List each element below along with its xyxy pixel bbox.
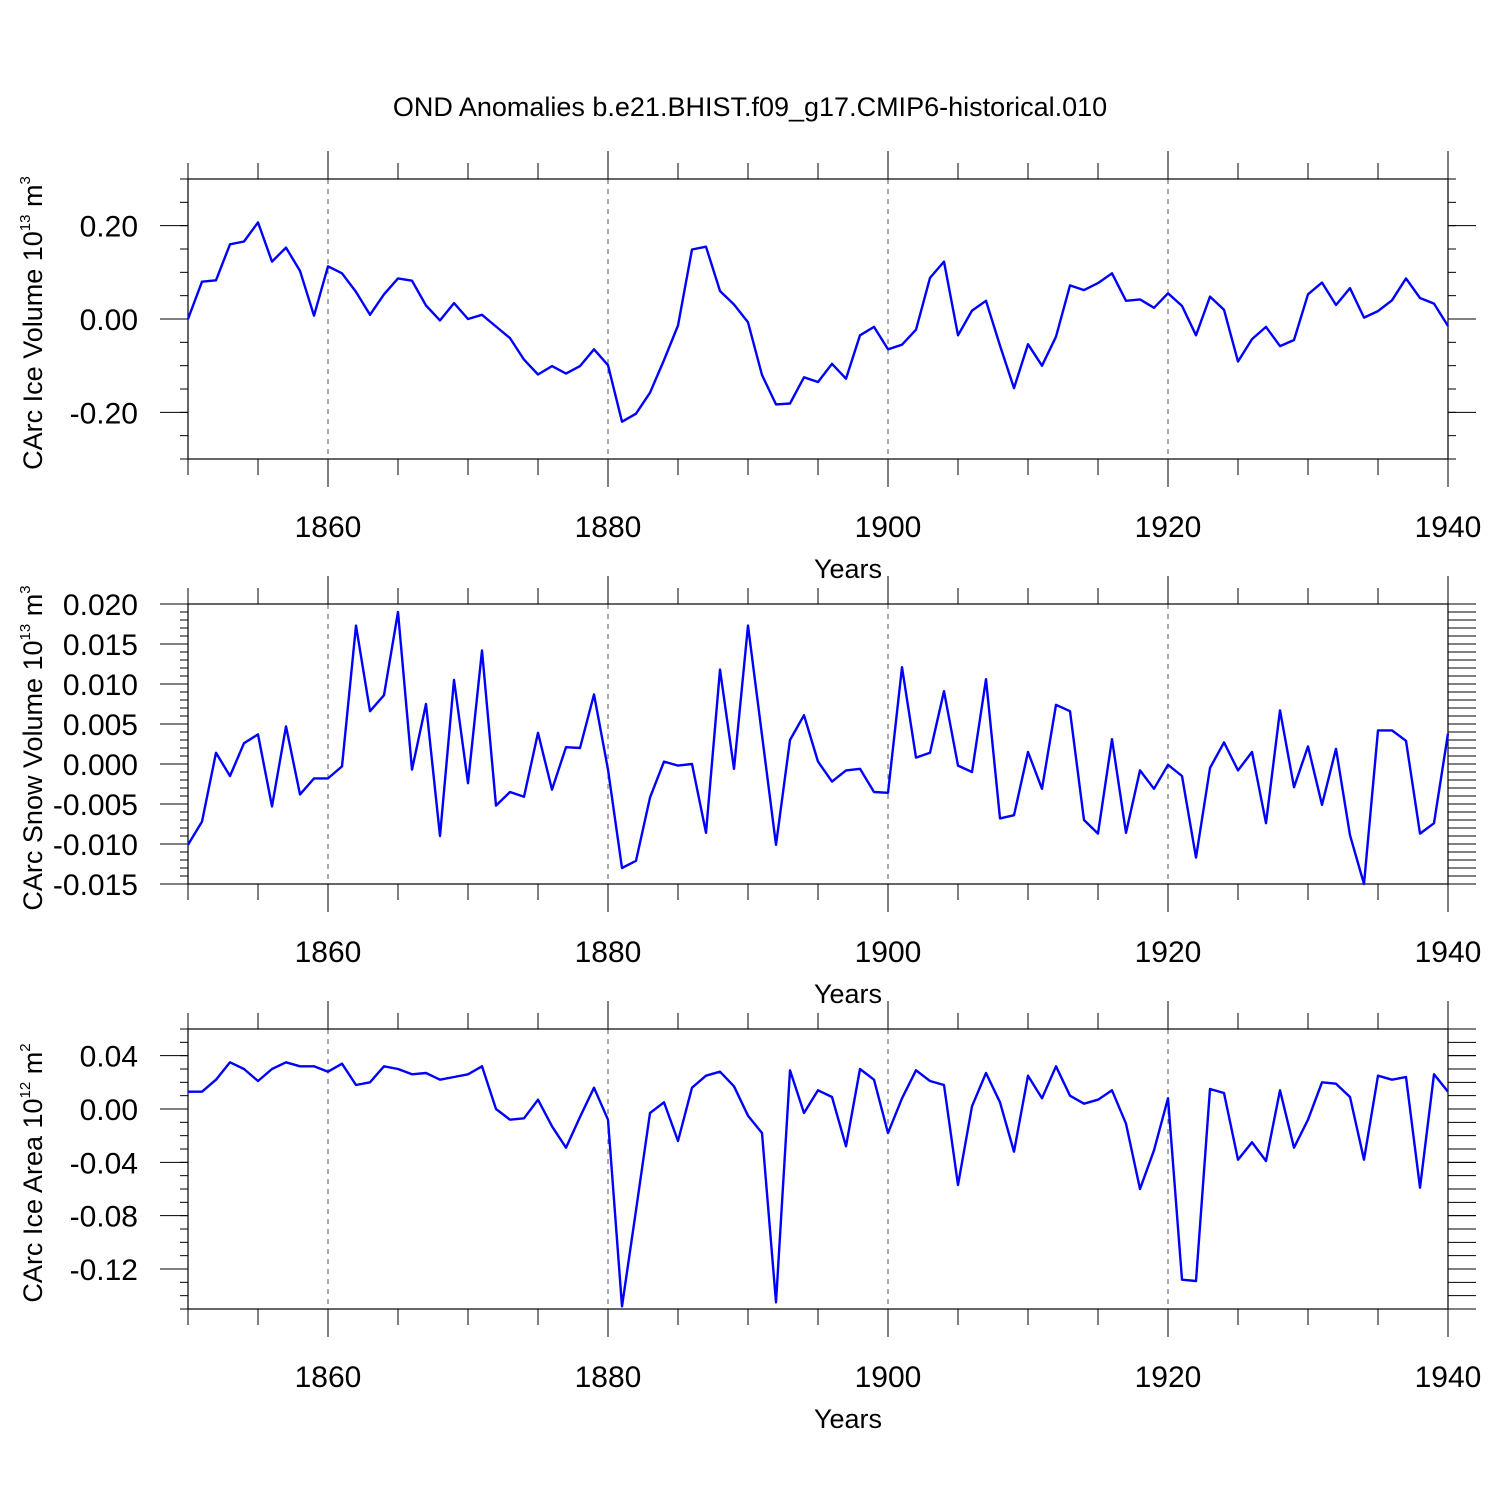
series-line-ice-volume bbox=[186, 221, 1450, 423]
y-tick-label: 0.00 bbox=[80, 1094, 138, 1127]
x-tick-label: 1860 bbox=[295, 936, 362, 969]
y-tick-label: 0.015 bbox=[63, 629, 138, 662]
y-tick-label: -0.08 bbox=[70, 1201, 138, 1234]
x-tick-label: 1900 bbox=[855, 511, 922, 544]
x-tick-label: 1900 bbox=[855, 1361, 922, 1394]
y-tick-label: -0.010 bbox=[53, 829, 138, 862]
x-tick-label: 1900 bbox=[855, 936, 922, 969]
x-tick-label: 1940 bbox=[1415, 1361, 1482, 1394]
x-tick-label: 1940 bbox=[1415, 936, 1482, 969]
panels: -0.20 0.00 0.20 1860 1880 1900 1920 1940 Years CA… bbox=[17, 151, 1481, 1434]
y-tick-label: 0.20 bbox=[80, 211, 138, 244]
y-axis-label: CArc Ice Area 1012 m2 bbox=[17, 1043, 48, 1302]
x-tick-label: 1940 bbox=[1415, 511, 1482, 544]
y-tick-label: -0.04 bbox=[70, 1147, 138, 1180]
x-tick-label: 1920 bbox=[1135, 936, 1202, 969]
y-tick-label: 0.04 bbox=[80, 1041, 138, 1074]
panel-ice-volume: -0.20 0.00 0.20 1860 1880 1900 1920 1940 Years CA… bbox=[17, 151, 1481, 584]
y-tick-label: -0.20 bbox=[70, 397, 138, 430]
x-tick-label: 1920 bbox=[1135, 1361, 1202, 1394]
series-line-snow-volume bbox=[186, 610, 1450, 886]
series-line-ice-area bbox=[188, 1061, 1449, 1308]
y-tick-label: 0.005 bbox=[63, 709, 138, 742]
x-tick-label: 1880 bbox=[575, 1361, 642, 1394]
plot-frame bbox=[187, 603, 1449, 885]
chart-title: OND Anomalies b.e21.BHIST.f09_g17.CMIP6-… bbox=[393, 92, 1107, 122]
x-axis-label: Years bbox=[814, 1404, 882, 1434]
y-tick-label: 0.010 bbox=[63, 669, 138, 702]
x-tick-label: 1860 bbox=[295, 1361, 362, 1394]
x-tick-label: 1860 bbox=[295, 511, 362, 544]
x-tick-label: 1920 bbox=[1135, 511, 1202, 544]
y-axis-label: CArc Snow Volume 1013 m3 bbox=[17, 585, 48, 910]
y-tick-label: 0.000 bbox=[63, 749, 138, 782]
x-tick-label: 1880 bbox=[575, 511, 642, 544]
y-tick-label: 0.020 bbox=[63, 589, 138, 622]
y-tick-label: 0.00 bbox=[80, 304, 138, 337]
y-tick-label: -0.015 bbox=[53, 869, 138, 902]
y-tick-label: -0.12 bbox=[70, 1254, 138, 1287]
panel-snow-volume: -0.015 -0.010 -0.005 0.000 0.005 0.010 0.015 0.… bbox=[17, 576, 1481, 1009]
plot-frame bbox=[187, 1028, 1449, 1310]
x-tick-label: 1880 bbox=[575, 936, 642, 969]
x-axis-label: Years bbox=[814, 979, 882, 1009]
y-tick-label: -0.005 bbox=[53, 789, 138, 822]
plot-frame bbox=[187, 178, 1449, 460]
y-axis-label: CArc Ice Volume 1013 m3 bbox=[17, 176, 48, 470]
x-axis-label: Years bbox=[814, 554, 882, 584]
panel-ice-area: -0.12 -0.08 -0.04 0.00 0.04 1860 1880 1900 1920 1… bbox=[17, 1001, 1481, 1434]
